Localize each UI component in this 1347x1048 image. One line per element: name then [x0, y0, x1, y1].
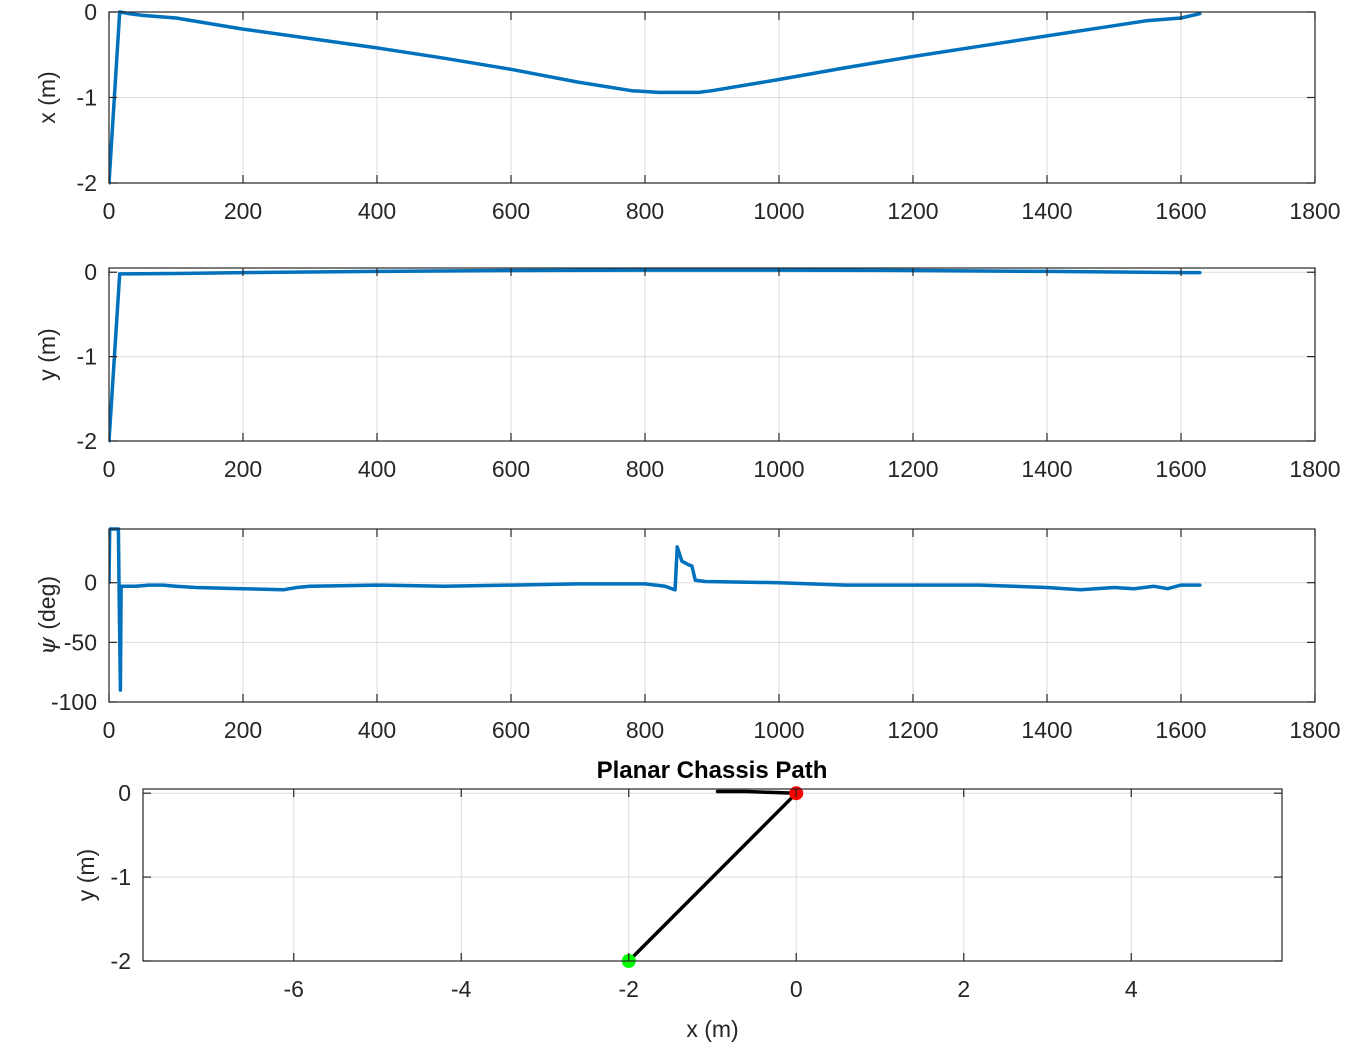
- y-axis-label: x (m): [34, 71, 60, 123]
- y-tick-label: -100: [51, 689, 97, 715]
- x-tick-label: 2: [957, 976, 970, 1002]
- y-axis-label: y (m): [34, 328, 60, 380]
- x-tick-label: 0: [103, 717, 116, 743]
- x-tick-label: 1800: [1289, 198, 1340, 224]
- x-tick-label: 0: [790, 976, 803, 1002]
- x-axis-label: x (m): [686, 1016, 738, 1042]
- y-tick-label: -2: [111, 948, 131, 974]
- x-tick-label: 800: [626, 456, 664, 482]
- x-tick-label: 800: [626, 198, 664, 224]
- x-tick-label: 1000: [753, 456, 804, 482]
- x-tick-label: -6: [284, 976, 304, 1002]
- x-tick-label: 1000: [753, 198, 804, 224]
- x-tick-label: 400: [358, 198, 396, 224]
- x-tick-label: 1800: [1289, 456, 1340, 482]
- subplot-2: 0 200 400 600 800 1000 1200 1400 1600 1800 0 -1 -2 y …: [34, 259, 1341, 482]
- axes-frame: [108, 267, 1316, 442]
- x-tick-label: -4: [451, 976, 472, 1002]
- x-tick-label: 200: [224, 717, 262, 743]
- y-tick-label: 0: [118, 780, 131, 806]
- x-tick-label: 1200: [887, 198, 938, 224]
- x-tick-label: 1000: [753, 717, 804, 743]
- x-tick-label: 1600: [1155, 456, 1206, 482]
- x-tick-label: 800: [626, 717, 664, 743]
- y-tick-label: -1: [111, 864, 131, 890]
- subplot-3: 0 200 400 600 800 1000 1200 1400 1600 1800 0 -50 -10…: [34, 527, 1341, 743]
- subplot-1: 0 200 400 600 800 1000 1200 1400 1600 1800 0 -1 -2 x …: [34, 0, 1341, 224]
- x-tick-label: -2: [619, 976, 639, 1002]
- x-tick-label: 1600: [1155, 198, 1206, 224]
- y-tick-label: -2: [77, 428, 97, 454]
- axes-frame: [108, 528, 1316, 703]
- y-tick-label: 0: [84, 570, 97, 596]
- x-tick-label: 0: [103, 456, 116, 482]
- x-tick-label: 1400: [1021, 456, 1072, 482]
- y-tick-label: -1: [77, 85, 97, 111]
- x-tick-label: 600: [492, 717, 530, 743]
- x-tick-label: 600: [492, 198, 530, 224]
- x-tick-label: 1400: [1021, 198, 1072, 224]
- series-line-1: [109, 527, 1202, 692]
- subplot-4: -6 -4 -2 0 2 4 0 -1 -2 y (m) x (m) Planar Chassis P…: [73, 757, 1283, 1042]
- y-axis-label: y (m): [73, 849, 99, 901]
- y-axis-label-text: (deg): [34, 576, 60, 630]
- y-tick-label: -2: [77, 170, 97, 196]
- x-tick-label: 200: [224, 456, 262, 482]
- y-tick-label: 0: [84, 0, 97, 25]
- y-tick-label: -50: [64, 629, 97, 655]
- series-line-1: [109, 268, 1202, 443]
- axes-frame: [142, 788, 1283, 962]
- chart-title: Planar Chassis Path: [597, 757, 828, 784]
- y-axis-label: ψ (deg): [34, 576, 61, 655]
- y-tick-label: -1: [77, 344, 97, 370]
- x-tick-label: 600: [492, 456, 530, 482]
- x-tick-label: 1800: [1289, 717, 1340, 743]
- x-tick-label: 1200: [887, 717, 938, 743]
- x-tick-label: 200: [224, 198, 262, 224]
- x-tick-label: 0: [103, 198, 116, 224]
- y-tick-label: 0: [84, 259, 97, 285]
- x-tick-label: 1200: [887, 456, 938, 482]
- series-line-1: [627, 789, 799, 963]
- x-tick-label: 400: [358, 456, 396, 482]
- x-tick-label: 400: [358, 717, 396, 743]
- psi-symbol: ψ: [35, 630, 61, 655]
- x-tick-label: 1600: [1155, 717, 1206, 743]
- series-line-1: [109, 10, 1202, 185]
- x-tick-label: 1400: [1021, 717, 1072, 743]
- x-tick-label: 4: [1125, 976, 1138, 1002]
